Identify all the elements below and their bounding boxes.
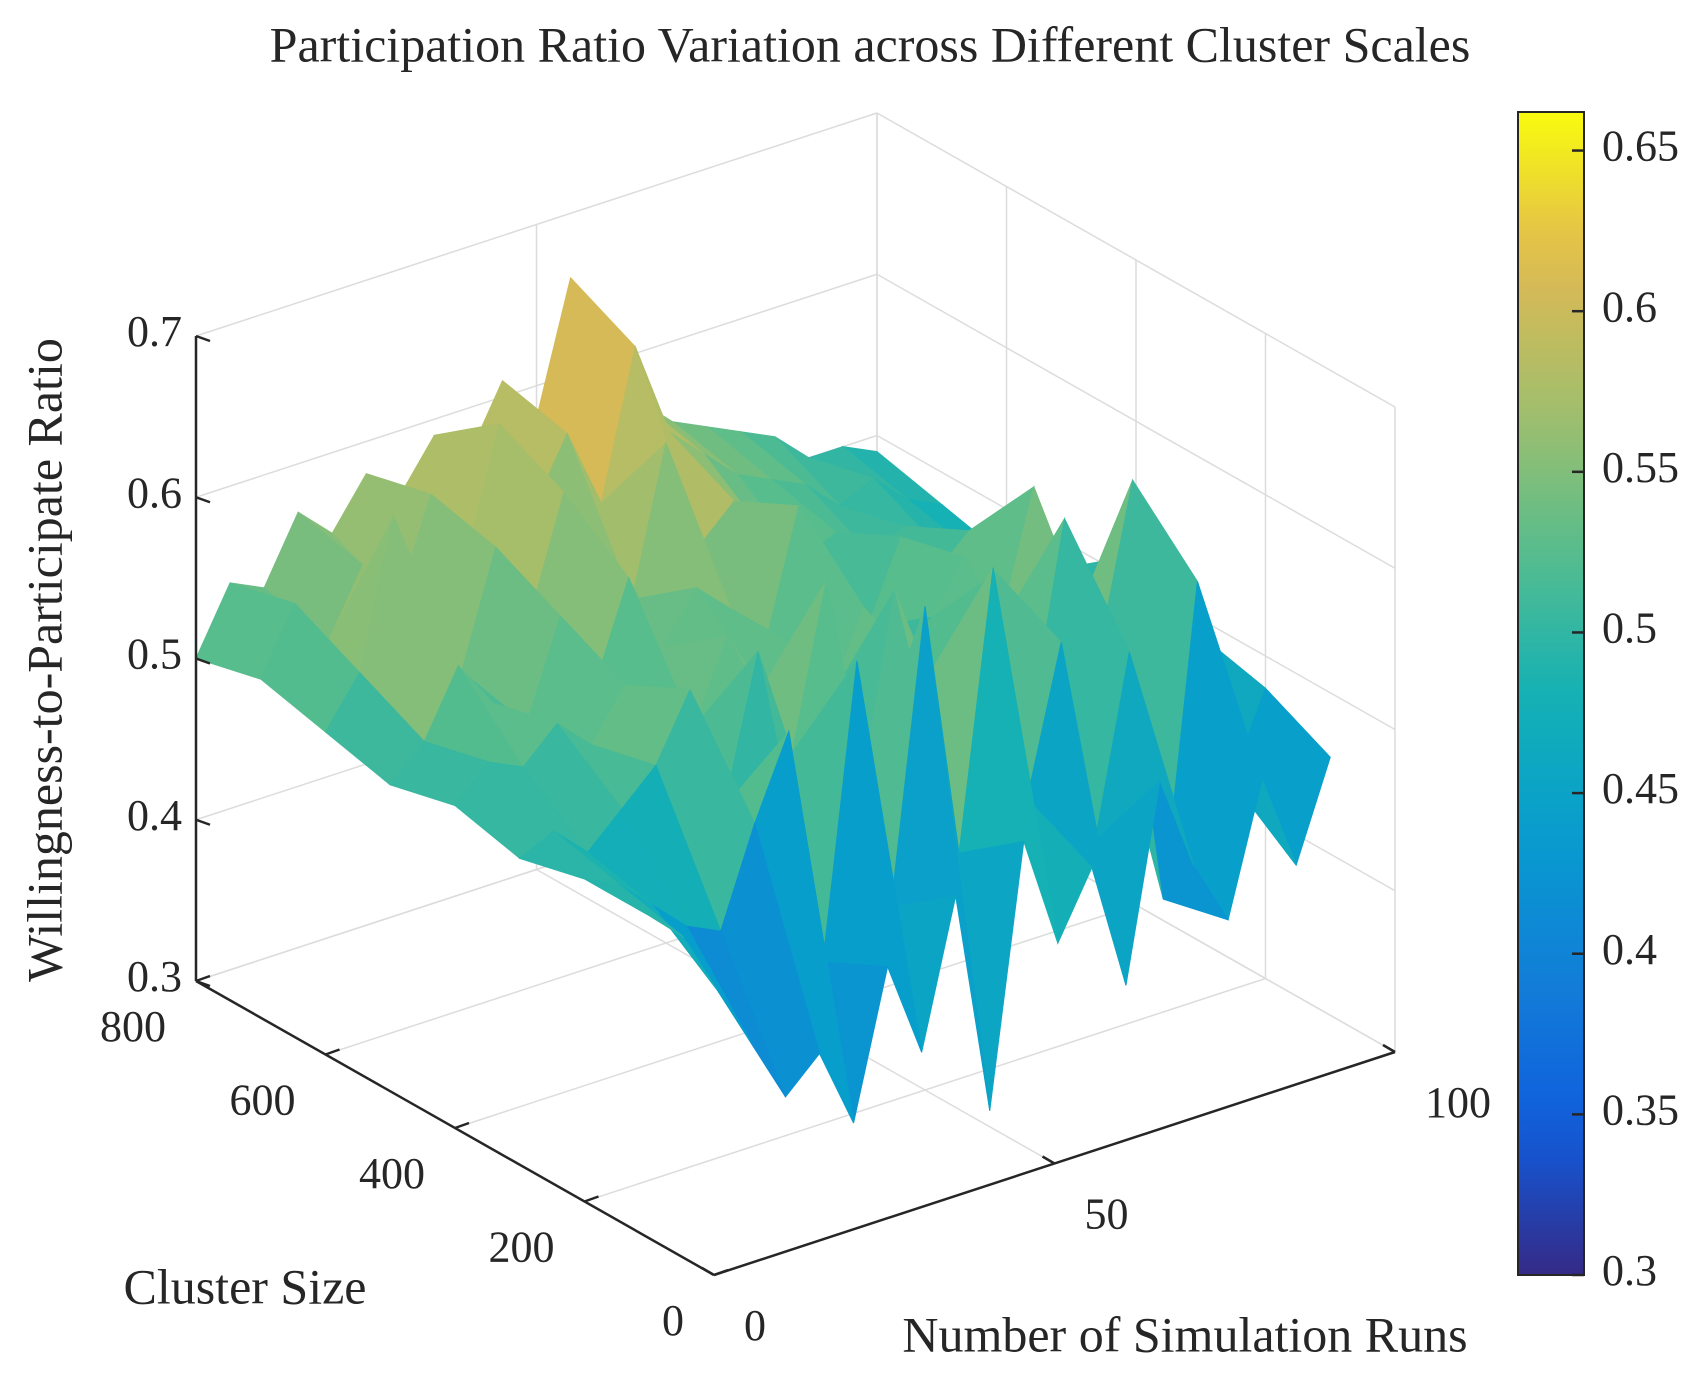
z-axis-label: Willingness-to-Participate Ratio (16, 338, 72, 982)
colorbar-tick-label: 0.3 (1602, 1246, 1657, 1295)
x-tick-label: 50 (1085, 1190, 1129, 1239)
grid-line (876, 273, 1396, 569)
x-tick (701, 1266, 715, 1277)
colorbar-tick-label: 0.5 (1602, 604, 1657, 653)
y-axis-label: Cluster Size (123, 1258, 366, 1314)
z-tick (195, 334, 211, 343)
y-tick (454, 1121, 470, 1130)
colorbar-tick-label: 0.4 (1602, 925, 1657, 974)
chart-title: Participation Ratio Variation across Dif… (270, 16, 1471, 72)
surface-patch (584, 878, 684, 938)
y-tick-label: 800 (100, 1002, 166, 1051)
z-tick (195, 818, 211, 826)
z-tick-label: 0.6 (127, 468, 182, 517)
x-tick-label: 0 (744, 1301, 766, 1350)
y-tick-label: 0 (662, 1296, 684, 1345)
grid-line (584, 977, 1266, 1203)
x-tick-label: 100 (1425, 1078, 1491, 1127)
y-tick-label: 600 (230, 1076, 296, 1125)
colorbar-tick-label: 0.65 (1602, 122, 1679, 171)
grid-line (195, 273, 878, 498)
z-tick-label: 0.5 (127, 630, 182, 679)
grid-line (876, 112, 1396, 408)
colorbar (1517, 111, 1585, 1276)
x-axis-label: Number of Simulation Runs (902, 1306, 1467, 1362)
y-tick-label: 200 (489, 1223, 555, 1272)
colorbar-tick-label: 0.35 (1602, 1085, 1679, 1134)
colorbar-tick-label: 0.45 (1602, 764, 1679, 813)
z-tick (195, 657, 211, 665)
colorbar-tick-label: 0.55 (1602, 443, 1679, 492)
z-tick-label: 0.4 (127, 791, 182, 840)
z-tick (195, 979, 211, 988)
y-tick (713, 1268, 729, 1277)
z-tick-label: 0.3 (127, 952, 182, 1001)
y-tick-label: 400 (359, 1149, 425, 1198)
y-tick (584, 1195, 599, 1203)
z-tick (195, 496, 211, 504)
z-tick-label: 0.7 (127, 307, 182, 356)
y-tick (195, 974, 211, 983)
grid-line (195, 112, 878, 337)
x-tick (1041, 1155, 1056, 1165)
colorbar-tick-label: 0.6 (1602, 282, 1657, 331)
x-tick (1382, 1043, 1396, 1054)
y-tick (325, 1048, 340, 1056)
